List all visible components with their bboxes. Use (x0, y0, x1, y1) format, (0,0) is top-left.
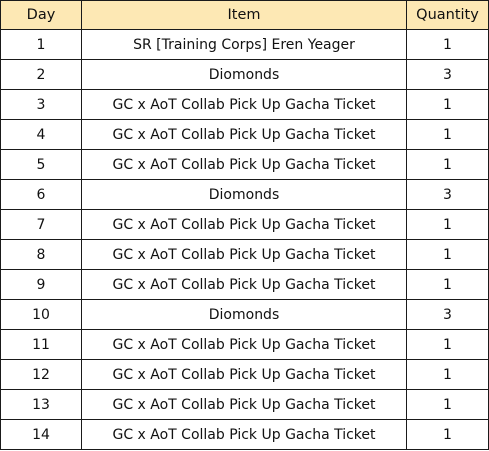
header-day: Day (0, 0, 82, 30)
item-cell: GC x AoT Collab Pick Up Gacha Ticket (81, 419, 407, 450)
day-cell: 5 (0, 149, 82, 180)
quantity-cell: 1 (406, 209, 489, 240)
quantity-cell: 3 (406, 179, 489, 210)
table-header: Day Item Quantity (0, 0, 489, 30)
header-item: Item (81, 0, 407, 30)
day-cell: 4 (0, 119, 82, 150)
item-cell: Diomonds (81, 179, 407, 210)
item-cell: GC x AoT Collab Pick Up Gacha Ticket (81, 119, 407, 150)
quantity-cell: 1 (406, 389, 489, 420)
item-cell: GC x AoT Collab Pick Up Gacha Ticket (81, 389, 407, 420)
table-row: 11 GC x AoT Collab Pick Up Gacha Ticket … (0, 329, 489, 360)
quantity-cell: 1 (406, 329, 489, 360)
table-row: 9 GC x AoT Collab Pick Up Gacha Ticket 1 (0, 269, 489, 300)
day-cell: 3 (0, 89, 82, 120)
table-row: 4 GC x AoT Collab Pick Up Gacha Ticket 1 (0, 119, 489, 150)
quantity-cell: 1 (406, 239, 489, 270)
table-row: 2 Diomonds 3 (0, 59, 489, 90)
day-cell: 6 (0, 179, 82, 210)
table-row: 10 Diomonds 3 (0, 299, 489, 330)
item-cell: SR [Training Corps] Eren Yeager (81, 29, 407, 60)
quantity-cell: 1 (406, 89, 489, 120)
item-cell: GC x AoT Collab Pick Up Gacha Ticket (81, 149, 407, 180)
quantity-cell: 1 (406, 29, 489, 60)
quantity-cell: 1 (406, 419, 489, 450)
table-row: 14 GC x AoT Collab Pick Up Gacha Ticket … (0, 419, 489, 450)
day-cell: 8 (0, 239, 82, 270)
quantity-cell: 3 (406, 299, 489, 330)
item-cell: GC x AoT Collab Pick Up Gacha Ticket (81, 329, 407, 360)
day-cell: 10 (0, 299, 82, 330)
table-row: 6 Diomonds 3 (0, 179, 489, 210)
item-cell: Diomonds (81, 299, 407, 330)
item-cell: GC x AoT Collab Pick Up Gacha Ticket (81, 89, 407, 120)
day-cell: 12 (0, 359, 82, 390)
table-body: 1 SR [Training Corps] Eren Yeager 1 2 Di… (0, 29, 489, 450)
item-cell: GC x AoT Collab Pick Up Gacha Ticket (81, 209, 407, 240)
header-row: Day Item Quantity (0, 0, 489, 30)
day-cell: 11 (0, 329, 82, 360)
item-cell: Diomonds (81, 59, 407, 90)
item-cell: GC x AoT Collab Pick Up Gacha Ticket (81, 239, 407, 270)
quantity-cell: 1 (406, 359, 489, 390)
table-row: 3 GC x AoT Collab Pick Up Gacha Ticket 1 (0, 89, 489, 120)
day-cell: 2 (0, 59, 82, 90)
day-cell: 1 (0, 29, 82, 60)
table-row: 5 GC x AoT Collab Pick Up Gacha Ticket 1 (0, 149, 489, 180)
table-row: 13 GC x AoT Collab Pick Up Gacha Ticket … (0, 389, 489, 420)
header-quantity: Quantity (406, 0, 489, 30)
quantity-cell: 1 (406, 119, 489, 150)
table-row: 8 GC x AoT Collab Pick Up Gacha Ticket 1 (0, 239, 489, 270)
quantity-cell: 3 (406, 59, 489, 90)
day-cell: 7 (0, 209, 82, 240)
table-row: 1 SR [Training Corps] Eren Yeager 1 (0, 29, 489, 60)
item-cell: GC x AoT Collab Pick Up Gacha Ticket (81, 359, 407, 390)
quantity-cell: 1 (406, 149, 489, 180)
quantity-cell: 1 (406, 269, 489, 300)
day-cell: 14 (0, 419, 82, 450)
day-cell: 9 (0, 269, 82, 300)
table-row: 7 GC x AoT Collab Pick Up Gacha Ticket 1 (0, 209, 489, 240)
day-cell: 13 (0, 389, 82, 420)
table-row: 12 GC x AoT Collab Pick Up Gacha Ticket … (0, 359, 489, 390)
item-cell: GC x AoT Collab Pick Up Gacha Ticket (81, 269, 407, 300)
